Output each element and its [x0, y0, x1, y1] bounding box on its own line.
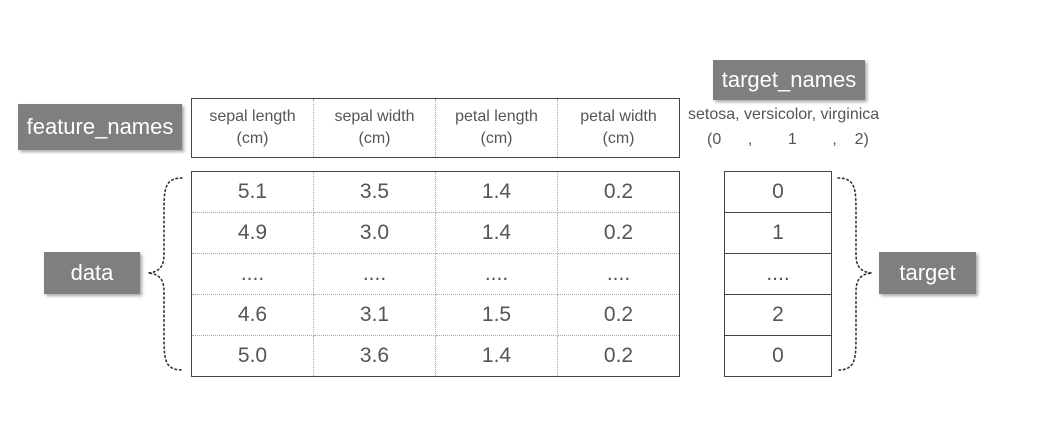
data-label: data	[44, 252, 140, 294]
data-cell: ....	[191, 253, 314, 295]
feature-header-row: sepal length (cm) sepal width (cm) petal l…	[191, 98, 680, 158]
data-row: 4.9 3.0 1.4 0.2	[191, 212, 680, 254]
target-codes: (0 , 1 , 2)	[707, 131, 869, 148]
feature-header-cell: petal length (cm)	[435, 98, 558, 158]
feature-header-cell: sepal width (cm)	[313, 98, 436, 158]
data-cell: 3.1	[313, 294, 436, 336]
target-cell: 2	[724, 294, 832, 336]
data-cell: 3.6	[313, 335, 436, 377]
data-cell: 4.6	[191, 294, 314, 336]
target-cell: 1	[724, 212, 832, 254]
target-table: 0 1 .... 2 0	[724, 171, 832, 377]
target-label: target	[879, 252, 976, 294]
target-names-list: setosa, versicolor, virginica	[688, 106, 880, 123]
data-cell: 1.4	[435, 171, 558, 213]
feature-names-label: feature_names	[18, 104, 182, 150]
target-brace	[837, 177, 873, 371]
data-row: 5.1 3.5 1.4 0.2	[191, 171, 680, 213]
data-table: 5.1 3.5 1.4 0.2 4.9 3.0 1.4 0.2 .... ...…	[191, 171, 680, 377]
data-cell: 0.2	[557, 212, 680, 254]
feature-header-cell: petal width (cm)	[557, 98, 680, 158]
data-cell: 1.5	[435, 294, 558, 336]
target-names-label: target_names	[713, 60, 865, 100]
data-cell: ....	[313, 253, 436, 295]
data-cell: 1.4	[435, 335, 558, 377]
data-cell: 5.1	[191, 171, 314, 213]
data-cell: 0.2	[557, 294, 680, 336]
data-brace	[147, 177, 183, 371]
target-cell: ....	[724, 253, 832, 295]
data-cell: 1.4	[435, 212, 558, 254]
data-cell: 5.0	[191, 335, 314, 377]
target-cell: 0	[724, 171, 832, 213]
data-cell: ....	[557, 253, 680, 295]
feature-header-cell: sepal length (cm)	[191, 98, 314, 158]
target-cell: 0	[724, 335, 832, 377]
data-cell: 3.0	[313, 212, 436, 254]
data-row: 4.6 3.1 1.5 0.2	[191, 294, 680, 336]
data-row: .... .... .... ....	[191, 253, 680, 295]
data-row: 5.0 3.6 1.4 0.2	[191, 335, 680, 377]
target-row: ....	[724, 253, 832, 295]
data-cell: 0.2	[557, 335, 680, 377]
feature-header-table: sepal length (cm) sepal width (cm) petal l…	[191, 98, 680, 158]
data-cell: 0.2	[557, 171, 680, 213]
target-row: 2	[724, 294, 832, 336]
target-row: 0	[724, 171, 832, 213]
data-cell: 4.9	[191, 212, 314, 254]
target-row: 1	[724, 212, 832, 254]
target-row: 0	[724, 335, 832, 377]
data-cell: ....	[435, 253, 558, 295]
data-cell: 3.5	[313, 171, 436, 213]
